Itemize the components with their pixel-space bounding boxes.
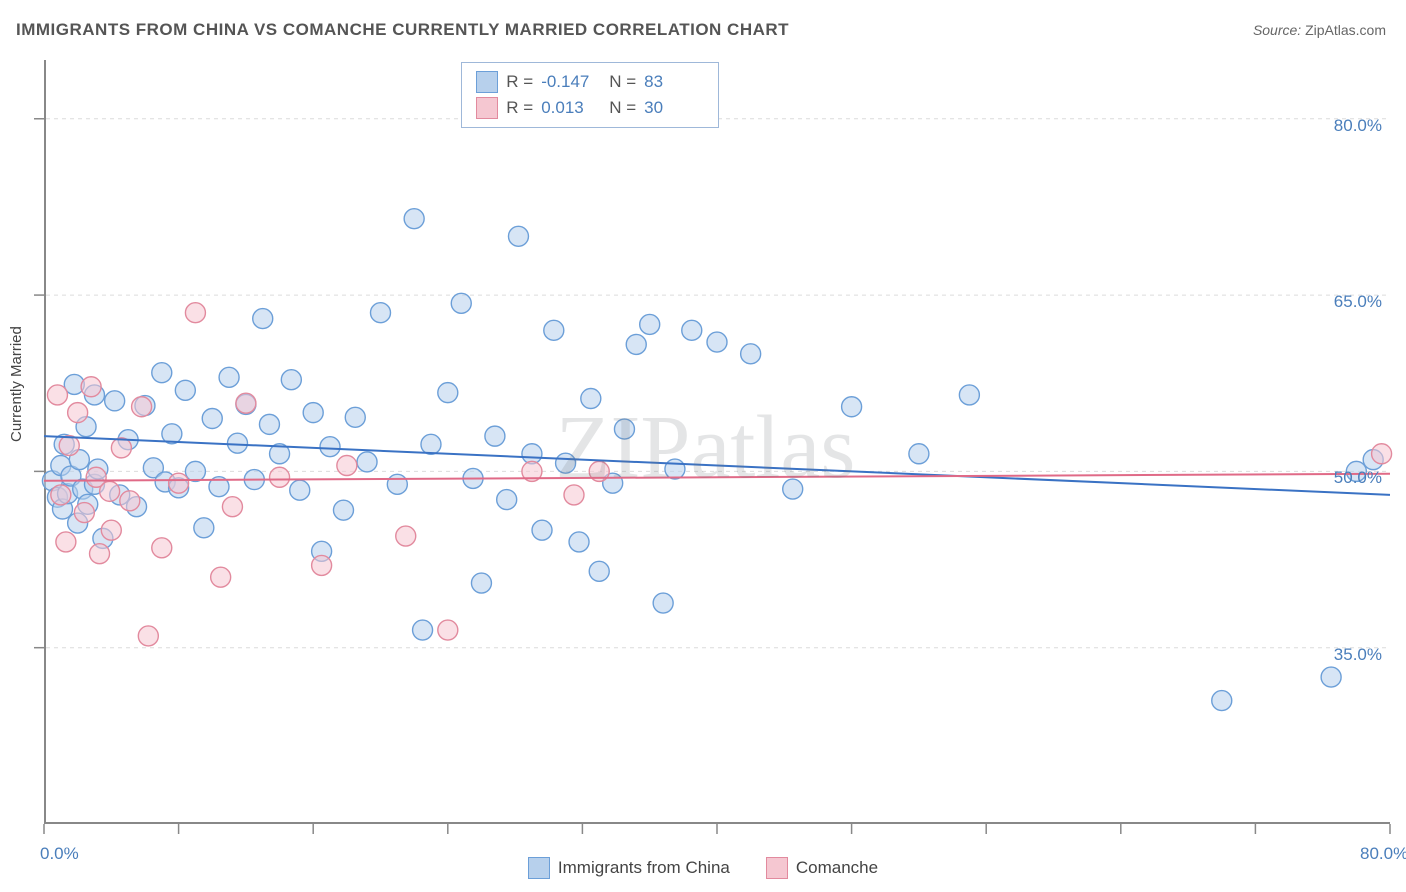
legend-swatch bbox=[476, 97, 498, 119]
r-label: R = bbox=[506, 95, 533, 121]
legend-bottom: Immigrants from China Comanche bbox=[0, 857, 1406, 884]
r-label: R = bbox=[506, 69, 533, 95]
legend-item: Comanche bbox=[766, 857, 878, 879]
legend-label: Immigrants from China bbox=[558, 858, 730, 878]
legend-swatch bbox=[766, 857, 788, 879]
x-tick-label: 0.0% bbox=[40, 844, 79, 864]
legend-item: Immigrants from China bbox=[528, 857, 730, 879]
legend-label: Comanche bbox=[796, 858, 878, 878]
r-value: 0.013 bbox=[541, 95, 601, 121]
scatter-plot-svg bbox=[0, 0, 1406, 892]
n-value: 83 bbox=[644, 69, 704, 95]
legend-stat-row: R = -0.147 N = 83 bbox=[476, 69, 704, 95]
n-value: 30 bbox=[644, 95, 704, 121]
y-tick-label: 35.0% bbox=[1334, 645, 1382, 665]
legend-stats-box: R = -0.147 N = 83 R = 0.013 N = 30 bbox=[461, 62, 719, 128]
chart-container: IMMIGRANTS FROM CHINA VS COMANCHE CURREN… bbox=[0, 0, 1406, 892]
r-value: -0.147 bbox=[541, 69, 601, 95]
legend-swatch bbox=[476, 71, 498, 93]
n-label: N = bbox=[609, 95, 636, 121]
y-tick-label: 50.0% bbox=[1334, 468, 1382, 488]
legend-swatch bbox=[528, 857, 550, 879]
x-tick-label: 80.0% bbox=[1360, 844, 1406, 864]
y-tick-label: 80.0% bbox=[1334, 116, 1382, 136]
y-tick-label: 65.0% bbox=[1334, 292, 1382, 312]
legend-stat-row: R = 0.013 N = 30 bbox=[476, 95, 704, 121]
n-label: N = bbox=[609, 69, 636, 95]
